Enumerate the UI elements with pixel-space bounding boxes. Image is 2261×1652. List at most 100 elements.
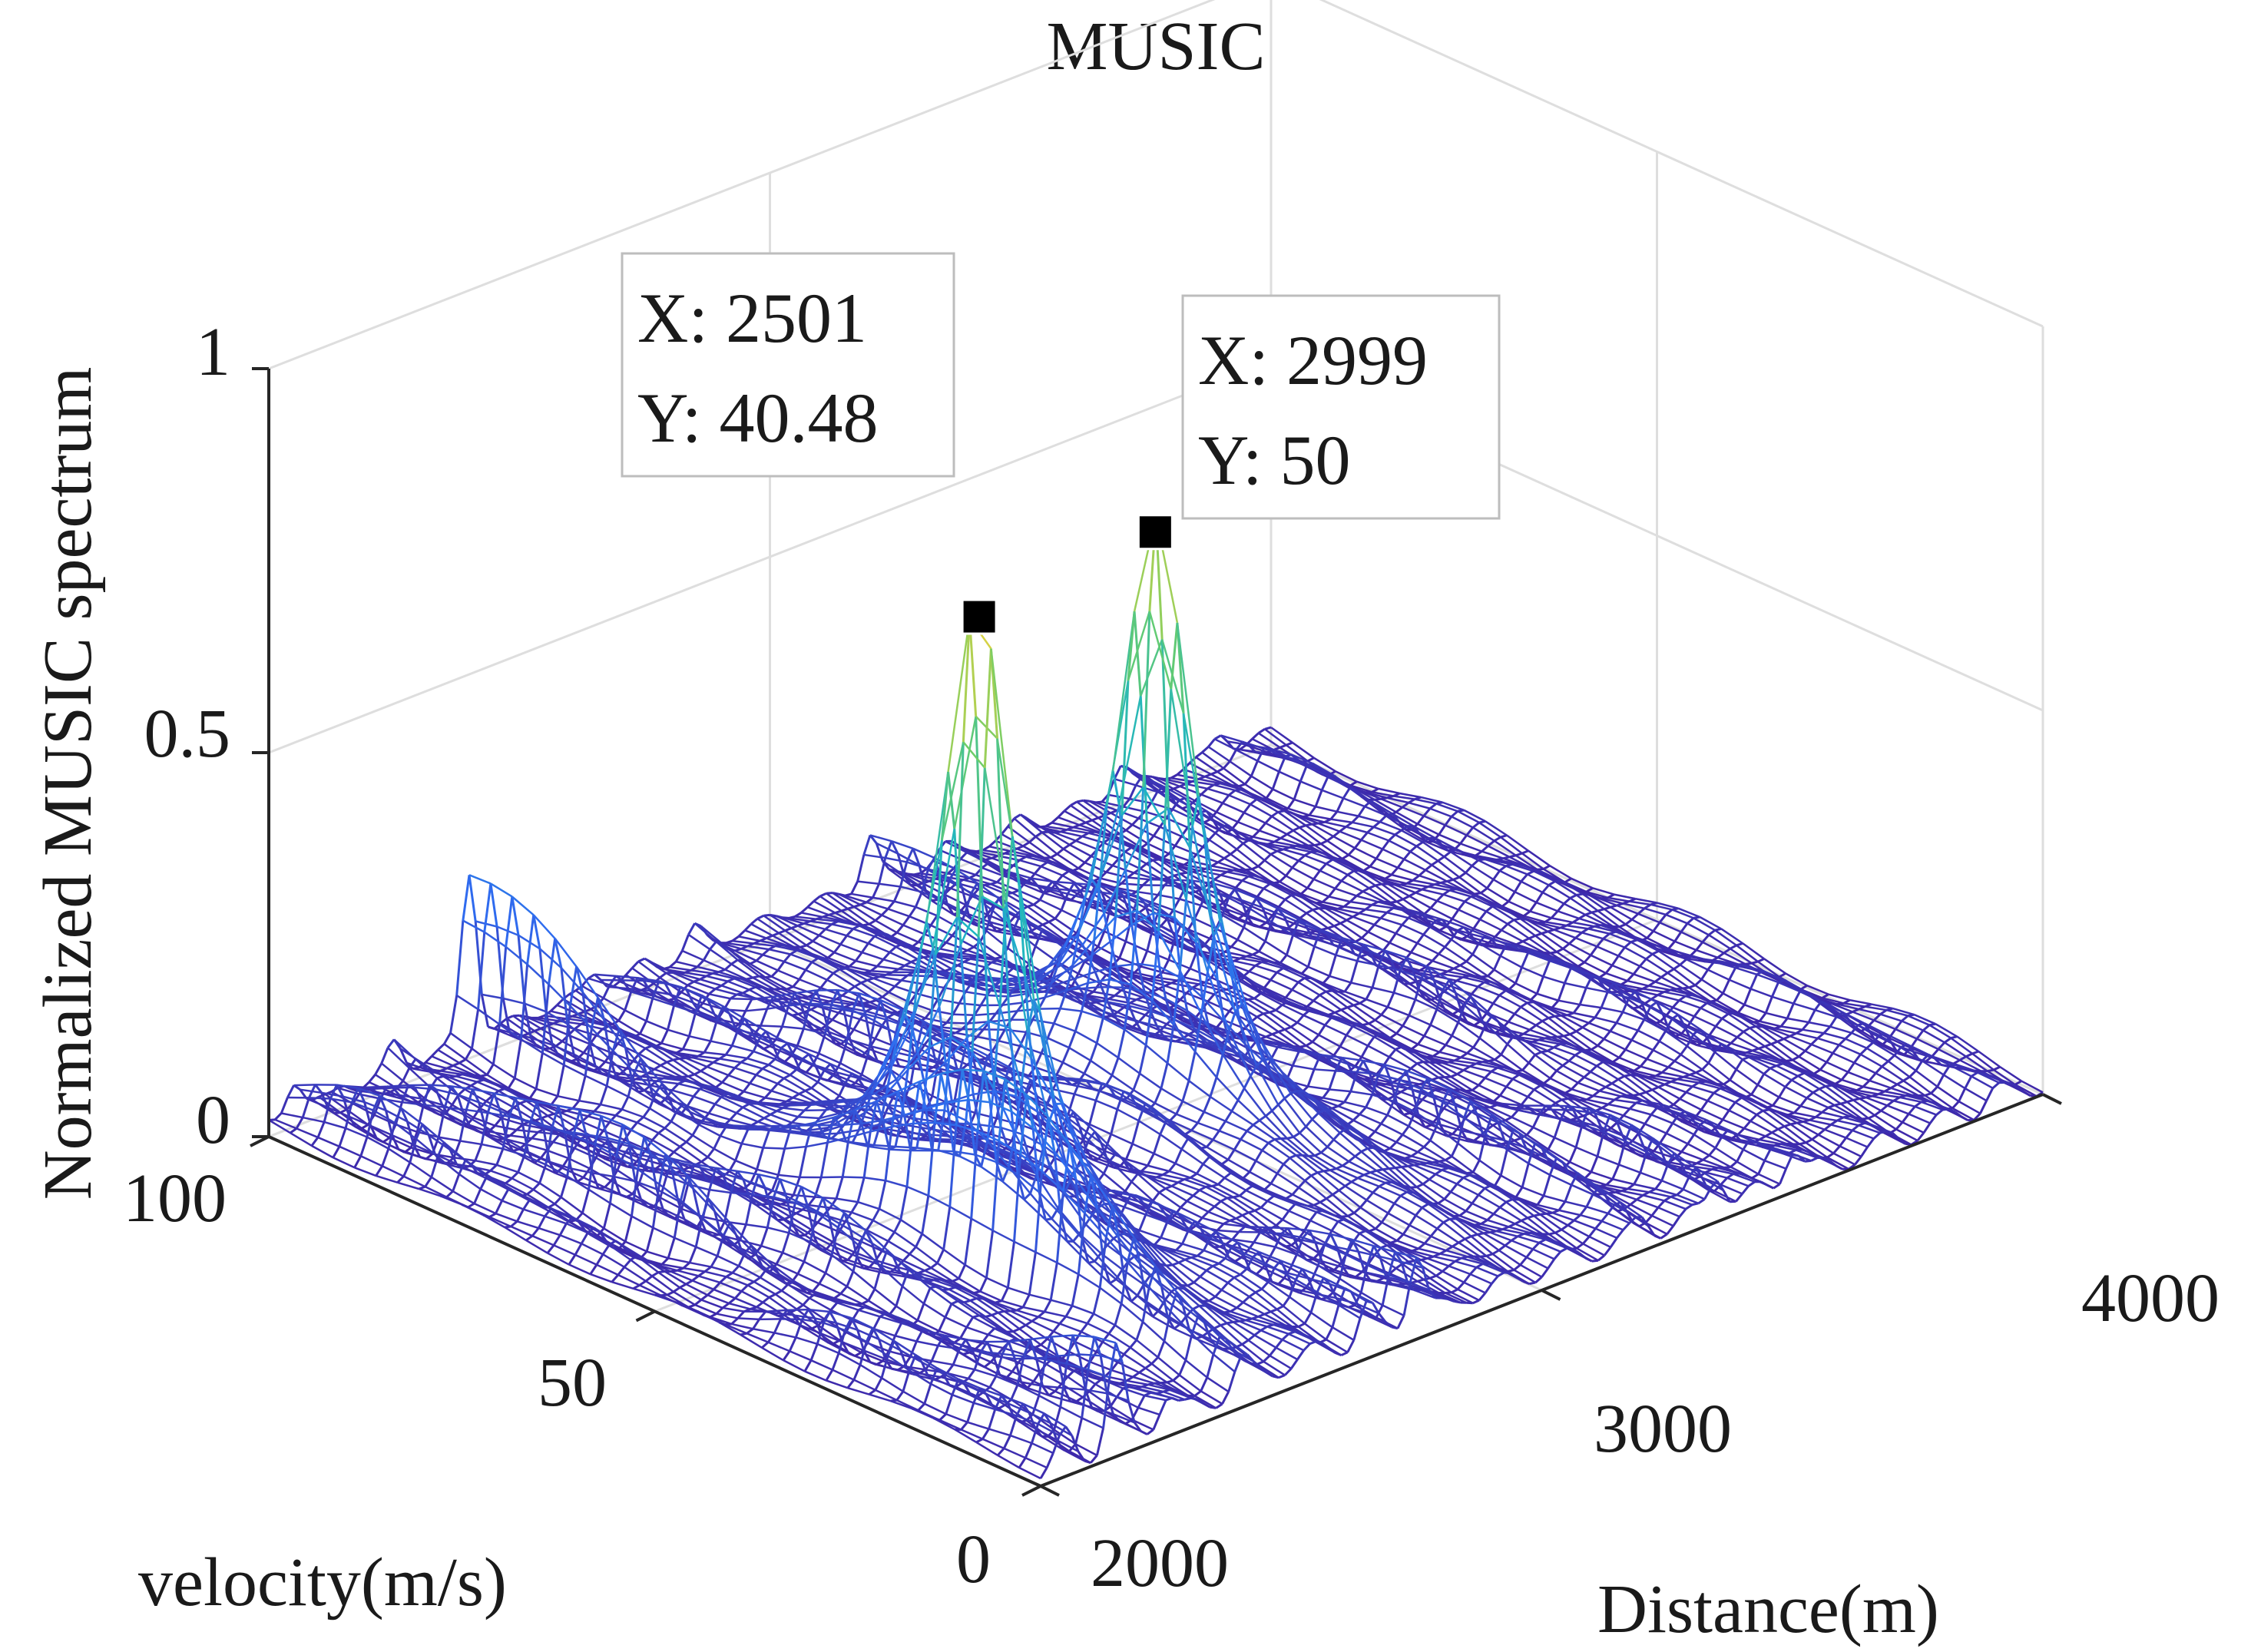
mesh-segment [1001, 1001, 1024, 1006]
mesh-segment [902, 915, 911, 926]
mesh-segment [719, 1058, 742, 1064]
mesh-surface [268, 515, 2044, 1480]
mesh-segment [647, 1072, 670, 1078]
mesh-segment [611, 1051, 634, 1062]
mesh-segment [1342, 787, 1351, 800]
mesh-segment [800, 1003, 823, 1008]
mesh-segment [471, 1048, 495, 1065]
mesh-segment [772, 995, 780, 1003]
mesh-segment [502, 998, 511, 1033]
mesh-segment [1315, 806, 1338, 813]
mesh-segment [942, 900, 965, 915]
mesh-segment [617, 1028, 627, 1049]
mesh-segment [780, 1042, 789, 1049]
mesh-segment [1389, 942, 1412, 954]
mesh-segment [480, 1188, 503, 1202]
mesh-segment [492, 1024, 502, 1064]
mesh-segment [728, 1013, 737, 1029]
mesh-segment [681, 949, 704, 962]
mesh-segment [452, 1190, 475, 1205]
mesh-segment [1034, 836, 1058, 855]
mesh-segment [1421, 796, 1443, 803]
mesh-segment [546, 1149, 569, 1160]
mesh-segment [482, 993, 504, 1000]
mesh-segment [724, 968, 747, 981]
mesh-segment [525, 1143, 548, 1151]
mesh-segment [1076, 800, 1099, 819]
mesh-segment [562, 1005, 571, 1065]
mesh-segment [1038, 888, 1048, 901]
mesh-segment [301, 1097, 310, 1118]
mesh-segment [1068, 839, 1077, 846]
mesh-segment [766, 1005, 789, 1010]
mesh-segment [1075, 835, 1083, 843]
mesh-segment [1415, 845, 1439, 862]
mesh-segment [622, 979, 644, 982]
mesh-segment [734, 1143, 743, 1161]
mesh-segment [796, 1028, 805, 1047]
mesh-segment [449, 1076, 472, 1087]
mesh-segment [794, 915, 817, 920]
mesh-segment [700, 1065, 708, 1072]
mesh-segment [1416, 933, 1425, 944]
mesh-segment [1018, 889, 1041, 901]
mesh-segment [510, 1225, 533, 1237]
mesh-segment [425, 1061, 448, 1070]
mesh-segment [915, 983, 924, 995]
mesh-segment [691, 1056, 714, 1064]
mesh-segment [1050, 852, 1058, 859]
mesh-segment [1025, 919, 1034, 934]
mesh-segment [854, 952, 863, 962]
mesh-segment [1207, 787, 1230, 796]
mesh-segment [1277, 756, 1286, 773]
mesh-segment [333, 1112, 356, 1128]
mesh-segment [1284, 894, 1293, 901]
mesh-segment [1236, 926, 1245, 941]
mesh-segment [703, 1040, 712, 1054]
mesh-segment [1271, 811, 1279, 818]
mesh-segment [1370, 800, 1393, 815]
mesh-segment [1025, 882, 1047, 890]
mesh-segment [428, 1134, 451, 1151]
mesh-segment [1279, 875, 1287, 883]
mesh-segment [707, 1103, 717, 1114]
mesh-segment [674, 950, 684, 962]
mesh-segment [982, 899, 991, 922]
mesh-segment [895, 945, 919, 960]
mesh-segment [988, 845, 1011, 852]
mesh-segment [880, 908, 889, 916]
mesh-segment [571, 1100, 581, 1110]
mesh-segment [787, 992, 796, 1007]
mesh-segment [360, 1155, 383, 1167]
mesh-segment [1048, 831, 1071, 846]
mesh-segment [437, 1156, 460, 1175]
mesh-segment [1052, 1008, 1061, 1025]
mesh-segment [1492, 879, 1516, 893]
mesh-segment [1250, 803, 1273, 818]
mesh-segment [1091, 819, 1114, 836]
mesh-segment [535, 1088, 558, 1097]
mesh-segment [1137, 1014, 1147, 1023]
mesh-segment [819, 895, 842, 912]
mesh-segment [1395, 932, 1418, 945]
mesh-segment [831, 1011, 840, 1021]
mesh-segment [1228, 794, 1251, 806]
mesh-segment [1451, 909, 1460, 920]
mesh-segment [1176, 768, 1184, 776]
mesh-segment [492, 1063, 515, 1079]
mesh-segment [869, 834, 878, 844]
mesh-segment [538, 1227, 561, 1237]
mesh-segment [942, 879, 951, 902]
mesh-segment [1415, 798, 1437, 805]
mesh-segment [609, 1202, 633, 1217]
mesh-segment [437, 1107, 446, 1137]
mesh-segment [756, 1074, 778, 1085]
mesh-segment [861, 951, 884, 961]
mesh-segment [1339, 830, 1362, 841]
mesh-segment [824, 923, 833, 931]
mesh-segment [1121, 882, 1144, 886]
mesh-segment [627, 1095, 650, 1110]
mesh-segment [644, 1048, 667, 1064]
mesh-segment [919, 864, 942, 878]
mesh-segment [1170, 776, 1193, 783]
